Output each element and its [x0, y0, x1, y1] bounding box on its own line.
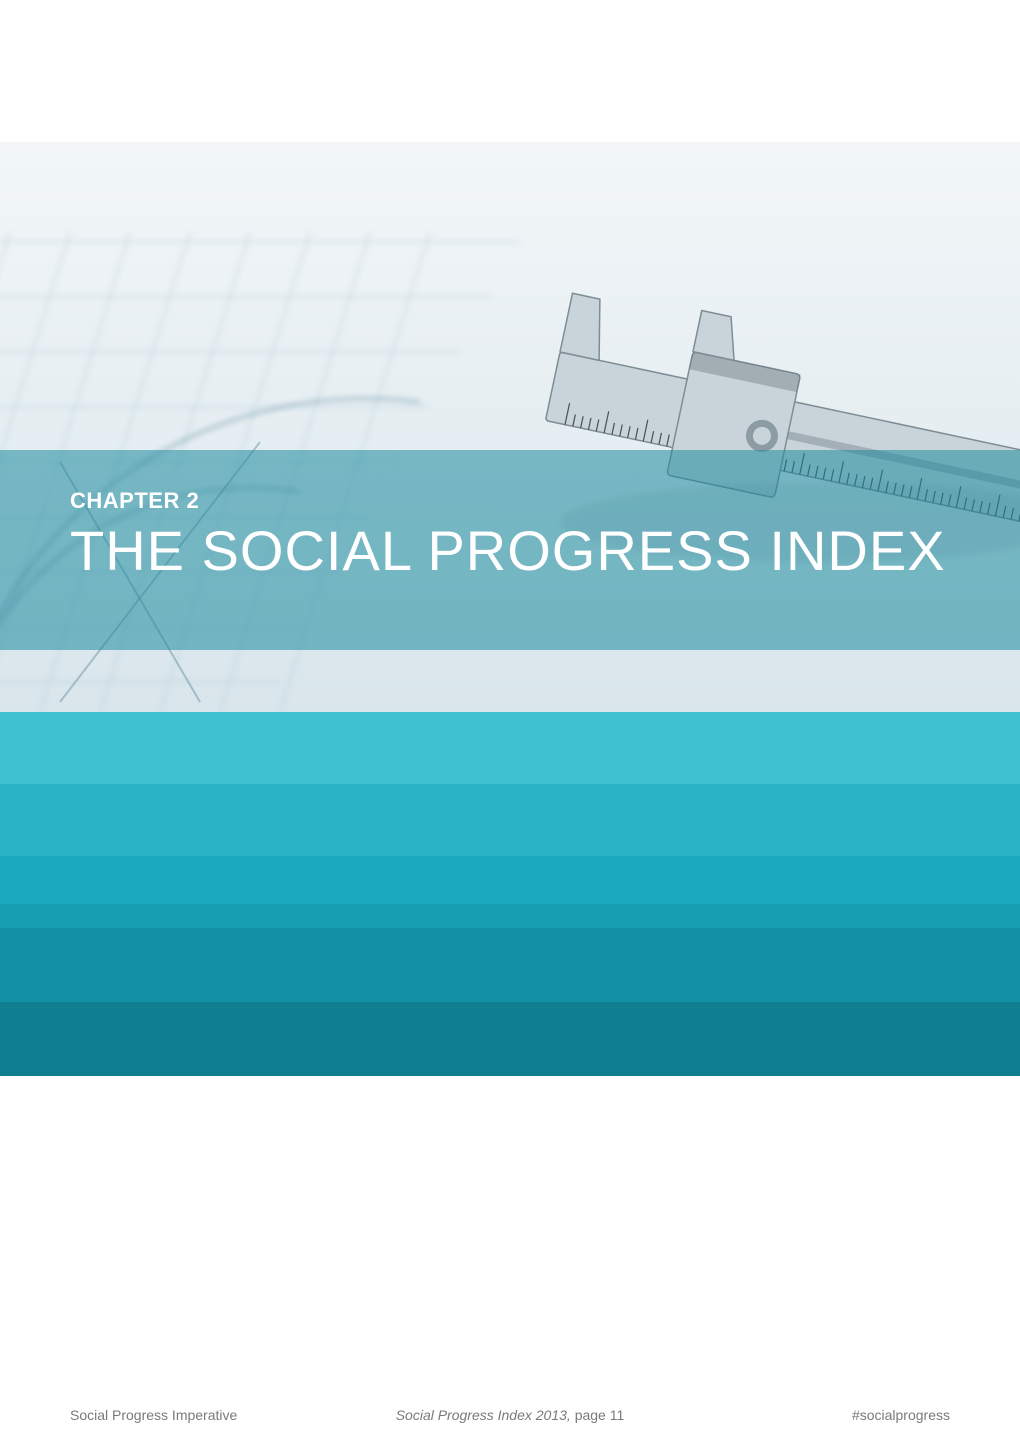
color-stripe	[0, 784, 1020, 856]
title-overlay-band: CHAPTER 2 THE SOCIAL PROGRESS INDEX	[0, 450, 1020, 650]
chapter-label: CHAPTER 2	[70, 488, 199, 514]
color-stripe	[0, 856, 1020, 904]
chapter-title: THE SOCIAL PROGRESS INDEX	[70, 522, 946, 581]
footer-citation-title: Social Progress Index 2013,	[396, 1407, 571, 1423]
color-stripe	[0, 1002, 1020, 1076]
color-stripe	[0, 904, 1020, 928]
color-stripe	[0, 712, 1020, 784]
page-footer: Social Progress Imperative Social Progre…	[0, 1388, 1020, 1442]
footer-hashtag: #socialprogress	[852, 1407, 950, 1423]
color-stripe	[0, 928, 1020, 1002]
footer-citation-page: page 11	[571, 1407, 624, 1423]
page: CHAPTER 2 THE SOCIAL PROGRESS INDEX Soci…	[0, 0, 1020, 1442]
